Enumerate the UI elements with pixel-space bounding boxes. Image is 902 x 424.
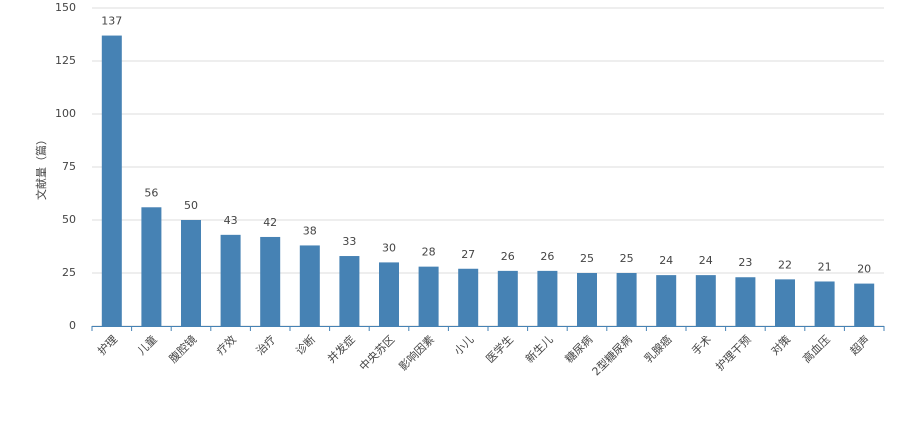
x-tick-label: 高血压 [800, 332, 833, 365]
x-tick-label: 乳腺癌 [641, 332, 674, 365]
bar [260, 236, 281, 326]
value-label: 28 [422, 246, 436, 259]
y-tick-label: 75 [62, 160, 76, 173]
x-tick-label: 中央苏区 [357, 333, 397, 373]
y-axis-label: 文献量（篇） [34, 134, 48, 200]
x-tick-label: 并发症 [324, 332, 357, 365]
bar [141, 207, 162, 326]
x-tick-label: 诊断 [293, 332, 318, 357]
bar [418, 266, 439, 326]
x-tick-label: 儿童 [134, 332, 159, 357]
x-tick-label: 医学生 [483, 332, 516, 365]
x-tick-label: 护理干预 [713, 332, 754, 373]
x-tick-label: 治疗 [253, 332, 278, 357]
value-label: 26 [540, 250, 554, 263]
bar [181, 220, 201, 326]
value-label: 20 [857, 263, 871, 276]
value-label: 23 [738, 256, 752, 269]
y-tick-label: 25 [62, 266, 76, 279]
bar [577, 273, 597, 326]
y-tick-label: 125 [55, 54, 76, 67]
x-tick-label: 对策 [768, 332, 793, 357]
x-tick-label: 疗效 [213, 332, 238, 357]
x-tick-label: 手术 [689, 332, 714, 357]
bar [379, 262, 399, 326]
bar [537, 270, 558, 326]
x-tick-label: 小儿 [452, 333, 477, 358]
x-tick-label: 影响因素 [397, 333, 437, 373]
bar [814, 281, 835, 326]
y-tick-label: 100 [55, 107, 76, 120]
y-tick-label: 150 [55, 1, 76, 14]
bar [458, 268, 479, 326]
value-label: 137 [101, 15, 122, 28]
value-label: 22 [778, 258, 792, 271]
bar [616, 273, 637, 326]
bar [735, 277, 756, 326]
value-label: 25 [580, 252, 594, 265]
bar [695, 275, 716, 326]
value-label: 27 [461, 248, 475, 261]
value-label: 24 [699, 254, 713, 267]
y-tick-label: 50 [62, 213, 76, 226]
bar [854, 283, 875, 326]
value-label: 30 [382, 241, 396, 254]
bar [220, 234, 241, 326]
x-tick-label: 超声 [847, 332, 872, 357]
bar [101, 35, 122, 327]
bar [775, 279, 795, 326]
bar [656, 275, 677, 326]
bar [339, 256, 360, 326]
value-label: 42 [263, 216, 277, 229]
x-tick-label: 腹腔镜 [166, 332, 199, 365]
x-tick-label: 2型糖尿病 [589, 332, 635, 378]
value-label: 38 [303, 224, 317, 237]
value-label: 43 [224, 214, 238, 227]
value-label: 24 [659, 254, 673, 267]
value-label: 21 [818, 260, 832, 273]
bar [497, 270, 518, 326]
value-label: 25 [620, 252, 634, 265]
value-label: 56 [144, 186, 158, 199]
value-label: 26 [501, 250, 515, 263]
y-tick-label: 0 [69, 319, 76, 332]
x-tick-label: 糖尿病 [562, 332, 595, 365]
x-tick-label: 护理 [95, 332, 120, 357]
bar [299, 245, 320, 326]
value-label: 50 [184, 199, 198, 212]
x-tick-label: 新生儿 [522, 332, 555, 365]
value-label: 33 [342, 235, 356, 248]
